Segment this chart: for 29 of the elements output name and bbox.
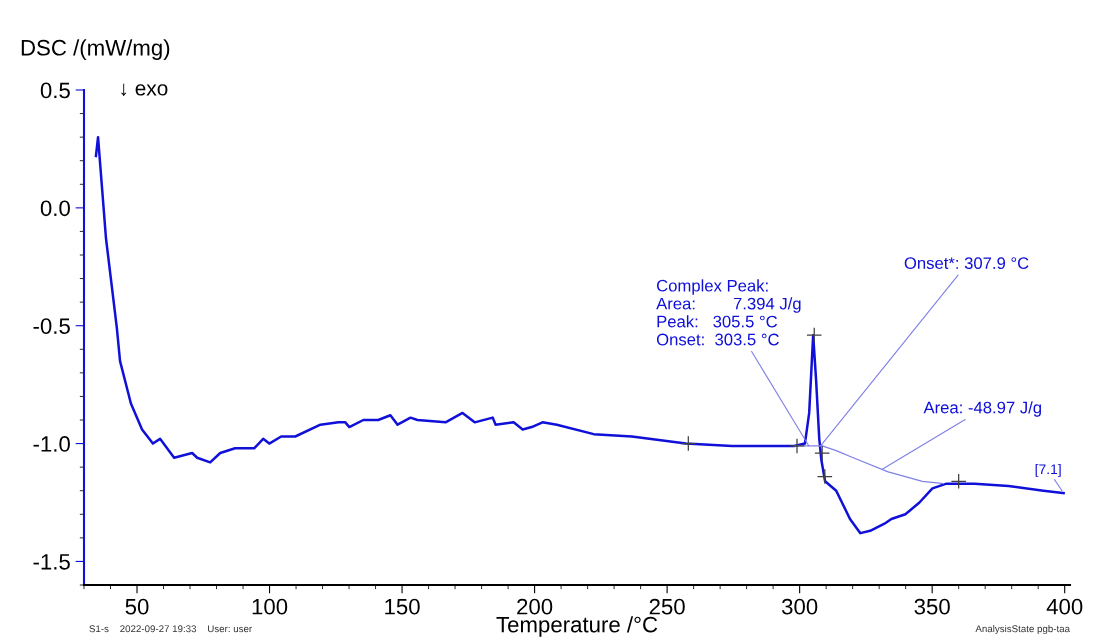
annotation: Area: -48.97 J/g [923, 401, 1041, 417]
x-tick-label: 300 [781, 598, 818, 615]
x-tick-label: 50 [125, 598, 149, 615]
annotation: [7.1] [1035, 463, 1061, 477]
point [806, 327, 823, 344]
text: S1-s 2022-09-27 19:33 User: user [89, 625, 252, 633]
y-tick-label: -1.0 [33, 436, 70, 452]
y-tick-label: 0.5 [40, 82, 70, 99]
x-tick-label: 350 [914, 598, 950, 615]
y-tick-label: 0.0 [40, 200, 70, 217]
x-tick-label: 200 [517, 598, 553, 615]
x-tick-label: 400 [1046, 598, 1083, 615]
text: AnalysisState pgb-taa [975, 625, 1070, 635]
point [789, 438, 805, 454]
point [950, 473, 967, 490]
x-tick-label: 100 [252, 598, 288, 615]
point [680, 435, 697, 452]
y-axis-title: DSC /(mW/mg) [21, 39, 170, 60]
line-series [94, 135, 1065, 535]
x-axis-title: Temperature /°C [496, 616, 658, 637]
y-tick-label: -1.5 [33, 554, 70, 570]
point [816, 468, 833, 485]
y-tick-label: -0.5 [33, 318, 70, 334]
x-tick-label: 150 [385, 598, 420, 615]
annotation: Onset*: 307.9 °C [904, 257, 1029, 270]
annotation: Complex Peak: Area: 7.394 J/g Peak: 305.5 °C Onset: 303.5 °C [656, 279, 801, 346]
x-tick-label: 250 [649, 598, 685, 615]
point [814, 445, 831, 461]
annotation: ↓ exo [121, 83, 168, 97]
